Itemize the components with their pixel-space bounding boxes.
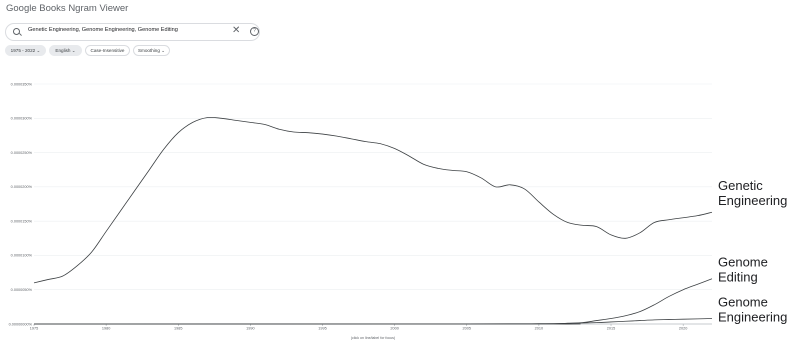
y-tick-label: 0.0000250% xyxy=(11,151,33,155)
x-tick-label: 2010 xyxy=(535,327,543,331)
x-tick-label: 1985 xyxy=(174,327,182,331)
series-label-genetic-engineering[interactable]: Genetic Engineering xyxy=(718,178,787,208)
search-bar[interactable]: Genetic Engineering, Genome Engineering,… xyxy=(5,23,260,41)
y-tick-label: 0.0000100% xyxy=(11,254,33,258)
search-input[interactable]: Genetic Engineering, Genome Engineering,… xyxy=(28,27,178,33)
y-tick-label: 0.0000350% xyxy=(11,82,33,86)
x-tick-label: 1990 xyxy=(246,327,254,331)
language-chip[interactable]: English ⌄ xyxy=(49,45,82,56)
x-tick-label: 1995 xyxy=(318,327,326,331)
x-tick-label: 2015 xyxy=(607,327,615,331)
x-tick-label: 1975 xyxy=(30,327,38,331)
series-line-genome-engineering[interactable] xyxy=(33,318,713,325)
series-line-genetic-engineering[interactable] xyxy=(33,116,713,284)
series-label-genome-editing[interactable]: Genome Editing xyxy=(718,255,768,285)
series-label-line: Genome xyxy=(718,255,768,270)
series-label-line: Editing xyxy=(718,270,758,285)
close-icon[interactable]: ✕ xyxy=(232,25,241,36)
x-tick-label: 2000 xyxy=(390,327,398,331)
y-tick-label: 0.00000000% xyxy=(9,322,33,326)
x-tick-label: 2005 xyxy=(463,327,471,331)
y-tick-label: 0.0000200% xyxy=(11,185,33,189)
case-insensitive-chip[interactable]: Case-Insensitive xyxy=(85,45,130,56)
x-axis-caption: (click on line/label for focus) xyxy=(351,336,395,340)
series-label-line: Genome xyxy=(718,295,768,310)
smoothing-chip[interactable]: Smoothing ⌄ xyxy=(133,45,170,56)
series-line-genome-editing[interactable] xyxy=(34,278,713,325)
y-tick-label: 0.0000050% xyxy=(11,288,33,292)
x-tick-label: 1980 xyxy=(102,327,110,331)
app-logo: Google Books Ngram Viewer xyxy=(6,3,129,14)
series-label-line: Engineering xyxy=(718,310,787,325)
help-icon[interactable]: ? xyxy=(250,27,259,36)
x-tick-label: 2020 xyxy=(679,327,687,331)
series-label-genome-engineering[interactable]: Genome Engineering xyxy=(718,295,787,325)
series-label-line: Engineering xyxy=(718,193,787,208)
search-icon xyxy=(13,28,20,35)
year-range-chip[interactable]: 1975 - 2022 ⌄ xyxy=(5,45,46,56)
y-tick-label: 0.0000150% xyxy=(11,219,33,223)
y-tick-label: 0.0000300% xyxy=(11,117,33,121)
series-label-line: Genetic xyxy=(718,178,763,193)
